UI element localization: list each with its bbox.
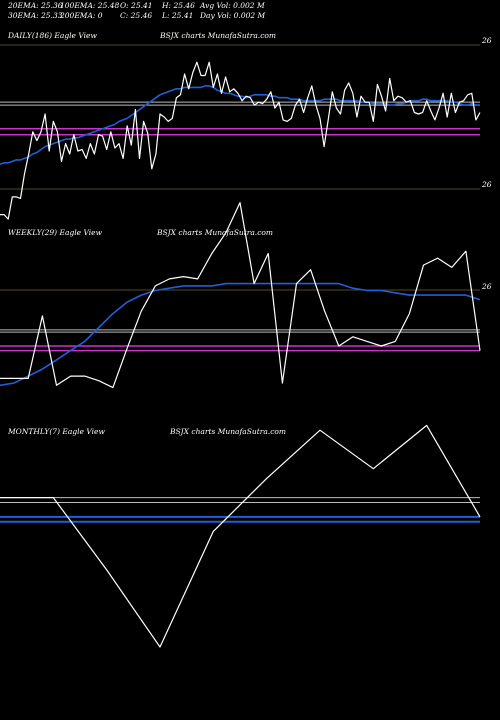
daily-panel-label: DAILY(186) Eagle View <box>8 31 97 40</box>
stat-close: C: 25.46 <box>120 11 153 20</box>
stat-ema100: 100EMA: 25.48 <box>60 1 120 10</box>
stat-low: L: 25.41 <box>162 11 194 20</box>
monthly-panel-label: MONTHLY(7) Eagle View <box>8 427 105 436</box>
weekly-watermark: BSJX charts MunafaSutra.com <box>157 228 274 237</box>
stat-avgvol: Avg Vol: 0.002 M <box>200 1 265 10</box>
stat-ema20: 20EMA: 25.36 <box>8 1 63 10</box>
weekly-price-line <box>0 202 481 389</box>
daily-panel-plot <box>0 61 481 220</box>
daily-tick-bottom: 26 <box>482 180 492 189</box>
stat-dayvol: Day Vol: 0.002 M <box>200 11 266 20</box>
monthly-watermark: BSJX charts MunafaSutra.com <box>170 427 287 436</box>
weekly-panel-label: WEEKLY(29) Eagle View <box>8 228 103 237</box>
stat-ema30: 30EMA: 25.33 <box>8 11 63 20</box>
weekly-panel-plot <box>0 202 481 389</box>
stat-high: H: 25.46 <box>162 1 195 10</box>
stat-open: O: 25.41 <box>120 1 153 10</box>
daily-tick-top: 26 <box>482 36 492 45</box>
daily-watermark: BSJX charts MunafaSutra.com <box>160 31 277 40</box>
weekly-tick-top: 26 <box>482 282 492 291</box>
weekly-ema-line <box>0 282 481 387</box>
stat-ema200: 200EMA: 0 <box>60 11 103 20</box>
monthly-price-line <box>0 424 481 648</box>
monthly-panel-plot <box>0 424 481 648</box>
daily-price-line <box>0 61 481 220</box>
